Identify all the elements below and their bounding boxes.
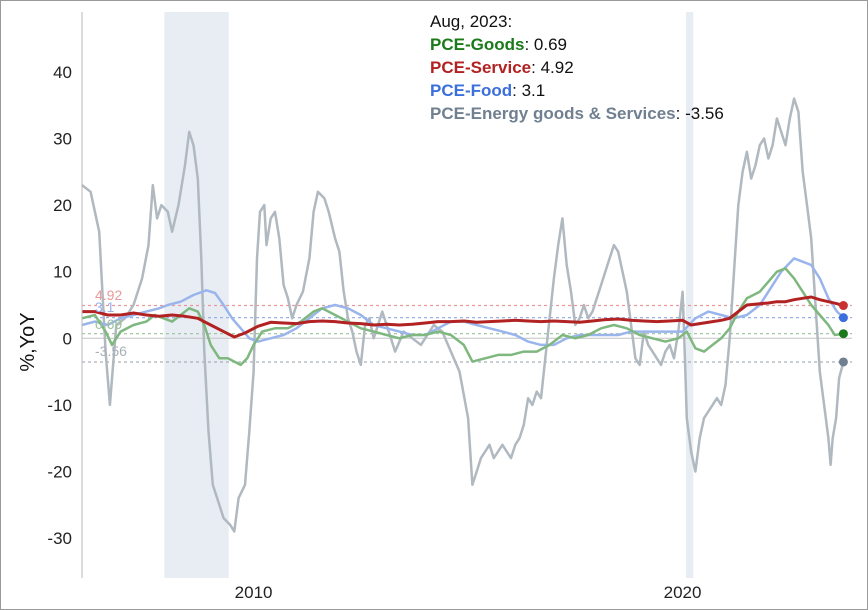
y-tick-label: -20 bbox=[47, 462, 72, 481]
series-end-dot-3 bbox=[838, 301, 848, 311]
x-tick-label: 2020 bbox=[664, 583, 702, 602]
legend-entry-0: PCE-Goods: 0.69 bbox=[430, 35, 567, 54]
y-tick-label: -10 bbox=[47, 396, 72, 415]
legend-series-value: : -3.56 bbox=[676, 104, 724, 123]
legend-series-name: PCE-Service bbox=[430, 58, 531, 77]
legend-series-value: : 4.92 bbox=[531, 58, 574, 77]
legend-series-name: PCE-Energy goods & Services bbox=[430, 104, 676, 123]
series-end-dot-2 bbox=[838, 329, 848, 339]
legend-entry-1: PCE-Service: 4.92 bbox=[430, 58, 574, 77]
y-tick-label: 0 bbox=[63, 329, 72, 348]
legend-entry-2: PCE-Food: 3.1 bbox=[430, 81, 545, 100]
series-line-0 bbox=[81, 97, 845, 533]
legend-series-value: : 0.69 bbox=[524, 35, 567, 54]
legend-series-name: PCE-Food bbox=[430, 81, 512, 100]
legend-entry-3: PCE-Energy goods & Services: -3.56 bbox=[430, 104, 724, 123]
series-end-dot-1 bbox=[838, 313, 848, 323]
y-tick-label: 40 bbox=[53, 63, 72, 82]
y-axis-label: %,YoY bbox=[17, 312, 39, 371]
y-tick-label: -30 bbox=[47, 529, 72, 548]
legend: Aug, 2023: PCE-Goods: 0.69 PCE-Service: 4… bbox=[430, 12, 724, 123]
y-tick-labels: -30 -20 -10 0 10 20 30 40 bbox=[47, 63, 72, 548]
value-annotation-2: 0.69 bbox=[95, 316, 122, 332]
recession-band-1 bbox=[685, 12, 694, 578]
series-end-dot-0 bbox=[838, 357, 848, 367]
x-tick-label: 2010 bbox=[235, 583, 273, 602]
value-annotation-0: 4.92 bbox=[95, 287, 122, 303]
x-tick-labels: 2010 2020 bbox=[235, 583, 702, 602]
y-tick-label: 10 bbox=[53, 263, 72, 282]
value-annotation-1: 3.1 bbox=[95, 299, 115, 315]
legend-series-name: PCE-Goods bbox=[430, 35, 524, 54]
end-markers bbox=[838, 301, 848, 367]
legend-series-value: : 3.1 bbox=[512, 81, 545, 100]
recession-bands bbox=[164, 12, 694, 578]
series-lines bbox=[81, 97, 845, 533]
y-tick-label: 30 bbox=[53, 130, 72, 149]
reference-lines bbox=[82, 304, 852, 363]
value-annotations: 4.923.10.69 -3.56 bbox=[95, 287, 127, 359]
value-annotation-3: -3.56 bbox=[95, 343, 127, 359]
series-line-3 bbox=[82, 295, 844, 339]
legend-title: Aug, 2023: bbox=[430, 12, 512, 31]
y-tick-label: 20 bbox=[53, 196, 72, 215]
